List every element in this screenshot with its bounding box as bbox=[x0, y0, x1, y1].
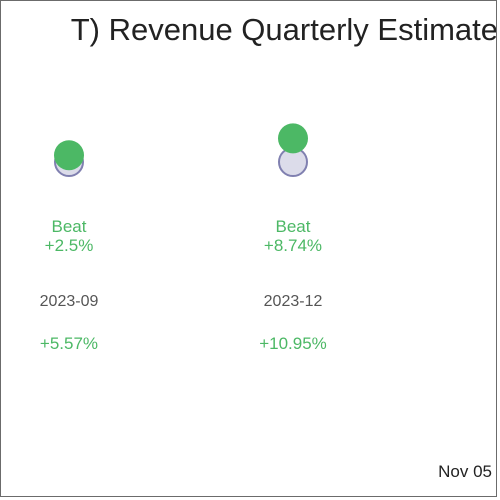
actual-marker bbox=[278, 123, 308, 154]
period-label: 2023-09 bbox=[40, 293, 99, 310]
beat-status-label: Beat bbox=[276, 217, 311, 236]
change-label: +5.57% bbox=[40, 334, 98, 353]
period-label: 2023-12 bbox=[264, 293, 323, 310]
surprise-label: +2.5% bbox=[45, 236, 94, 255]
footer-date: Nov 05 bbox=[438, 462, 492, 481]
surprise-label: +8.74% bbox=[264, 236, 322, 255]
actual-marker bbox=[54, 140, 84, 171]
beat-status-label: Beat bbox=[52, 217, 87, 236]
chart-title: T) Revenue Quarterly Estimate bbox=[70, 12, 498, 47]
change-label: +10.95% bbox=[259, 334, 327, 353]
